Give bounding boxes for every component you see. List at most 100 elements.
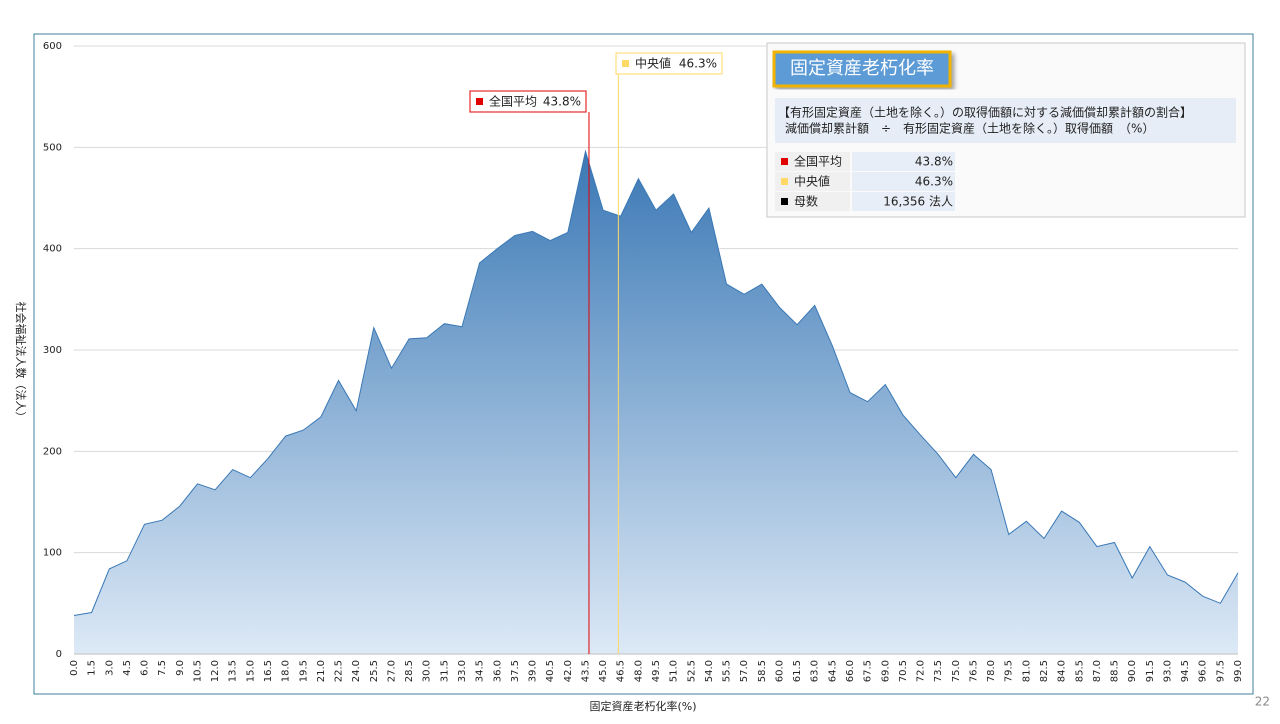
x-tick-label: 66.0 [845,660,856,682]
x-tick-label: 70.5 [898,660,909,682]
area [74,151,1238,654]
x-tick-label: 61.5 [792,660,803,682]
x-tick-label: 51.0 [669,660,680,682]
x-tick-label: 16.5 [263,660,274,682]
x-tick-label: 64.5 [827,660,838,682]
x-tick-label: 4.5 [122,660,133,676]
y-tick-label: 600 [43,41,62,52]
info-value-cell [852,172,955,191]
info-description: 減価償却累計額 ÷ 有形固定資産（土地を除く。）取得価額 （%） [785,121,1154,136]
x-tick-label: 82.5 [1039,660,1050,682]
x-tick-label: 27.0 [386,660,397,682]
info-label: 中央値 [794,174,830,189]
x-tick-label: 31.5 [439,660,450,682]
info-panel: 固定資産老朽化率 【有形固定資産（土地を除く。）の取得価額に対する減価償却累計額… [766,42,1246,218]
x-tick-label: 87.0 [1092,660,1103,682]
y-tick-label: 300 [43,345,62,356]
x-tick-label: 13.5 [228,660,239,682]
info-label-cell [775,172,850,191]
x-tick-label: 18.0 [281,660,292,682]
x-tick-label: 90.0 [1127,660,1138,682]
x-tick-label: 79.5 [1004,660,1015,682]
info-title-box [772,50,952,88]
x-tick-label: 48.0 [633,660,644,682]
y-tick-label: 100 [43,548,62,559]
info-marker [781,158,788,165]
info-title: 固定資産老朽化率 [790,58,934,79]
x-tick-label: 0.0 [69,660,80,676]
x-tick-label: 69.0 [880,660,891,682]
x-tick-label: 12.0 [210,660,221,682]
x-tick-label: 57.0 [739,660,750,682]
info-label-cell [775,192,850,211]
x-tick-label: 49.5 [651,660,662,682]
x-tick-label: 76.5 [968,660,979,682]
info-value-cell [852,192,955,211]
annotation-label: 中央値 [635,56,671,71]
info-label: 全国平均 [794,154,842,169]
x-tick-label: 67.5 [863,660,874,682]
x-tick-label: 24.0 [351,660,362,682]
x-tick-label: 10.5 [192,660,203,682]
x-tick-label: 46.5 [616,660,627,682]
x-tick-label: 40.5 [545,660,556,682]
x-tick-label: 37.5 [510,660,521,682]
x-tick-label: 91.5 [1145,660,1156,682]
x-tick-label: 75.0 [951,660,962,682]
annotation-marker [476,98,483,105]
x-axis-label: 固定資産老朽化率(%) [589,699,696,713]
y-tick-label: 500 [43,142,62,153]
x-tick-label: 99.0 [1233,660,1244,682]
x-tick-label: 52.5 [686,660,697,682]
page-number: 22 [1255,695,1270,709]
x-tick-label: 96.0 [1198,660,1209,682]
info-description: 【有形固定資産（土地を除く。）の取得価額に対する減価償却累計額の割合】 [778,105,1192,120]
y-tick-label: 400 [43,244,62,255]
x-tick-label: 93.0 [1162,660,1173,682]
x-tick-label: 88.5 [1110,660,1121,682]
x-tick-label: 39.0 [528,660,539,682]
x-tick-label: 78.0 [986,660,997,682]
x-tick-label: 3.0 [104,660,115,676]
info-marker [781,178,788,185]
info-label: 母数 [794,194,818,209]
info-marker [781,198,788,205]
x-tick-label: 45.0 [598,660,609,682]
x-tick-label: 1.5 [87,660,98,676]
annotation-value: 43.8% [543,95,581,109]
x-tick-label: 81.0 [1021,660,1032,682]
x-tick-label: 94.5 [1180,660,1191,682]
x-tick-label: 84.0 [1057,660,1068,682]
x-tick-label: 42.0 [563,660,574,682]
x-tick-label: 58.5 [757,660,768,682]
area-line [73,149,1239,616]
annotation-box [469,90,587,113]
info-value: 16,356 法人 [883,195,953,209]
plot: 0 100 200 300 400 500 600 0.0 1.5 3.0 4.5 6.0 7.5 9.0… [43,41,1244,682]
x-tick-label: 22.5 [334,660,345,682]
info-value: 43.8% [915,155,953,169]
x-tick-label: 55.5 [722,660,733,682]
x-tick-label: 28.5 [404,660,415,682]
x-tick-label: 15.0 [245,660,256,682]
x-tick-label: 72.0 [916,660,927,682]
x-tick-label: 21.0 [316,660,327,682]
y-axis-label: 社会福祉法人数（法人） [14,302,28,423]
x-tick-label: 36.0 [492,660,503,682]
info-value: 46.3% [915,175,953,189]
x-tick-label: 43.5 [580,660,591,682]
chart-frame [33,33,1254,695]
info-value-cell [852,152,955,171]
x-tick-label: 63.0 [810,660,821,682]
x-tick-label: 85.5 [1074,660,1085,682]
x-tick-label: 30.0 [422,660,433,682]
x-tick-label: 33.0 [457,660,468,682]
x-tick-label: 97.5 [1215,660,1226,682]
x-tick-label: 60.0 [774,660,785,682]
x-tick-label: 25.5 [369,660,380,682]
x-tick-label: 9.0 [175,660,186,676]
info-label-cell [775,152,850,171]
annotation-box [615,52,723,75]
annotation-value: 46.3% [679,57,717,71]
